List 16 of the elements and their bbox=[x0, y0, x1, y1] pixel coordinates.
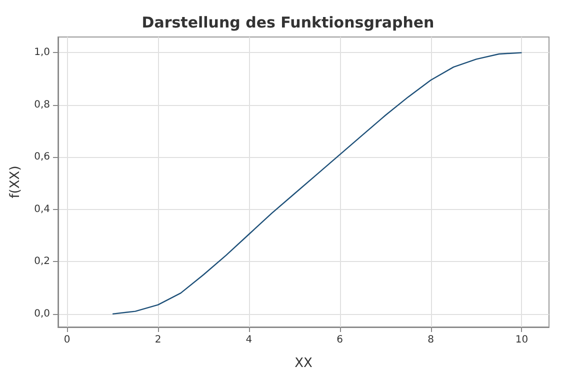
x-tick-label: 6 bbox=[336, 334, 344, 346]
y-tick-label: 0,6 bbox=[34, 152, 50, 163]
y-tick-label: 1,0 bbox=[34, 47, 50, 58]
x-tick-label: 0 bbox=[64, 334, 70, 346]
x-tick-label: 8 bbox=[428, 334, 434, 346]
y-tick-label: 0,8 bbox=[34, 99, 50, 110]
x-tick-label: 4 bbox=[246, 334, 252, 346]
y-axis-title: f(XX) bbox=[8, 166, 23, 198]
y-tick-label: 0,2 bbox=[34, 256, 50, 268]
x-axis-title: XX bbox=[294, 356, 312, 371]
y-tick-label: 0,0 bbox=[34, 308, 50, 320]
x-tick-label: 2 bbox=[154, 334, 162, 346]
line-series bbox=[112, 52, 522, 315]
y-tick-label: 0,4 bbox=[34, 204, 50, 215]
x-tick-label: 10 bbox=[515, 334, 528, 346]
chart-title: Darstellung des Funktionsgraphen bbox=[142, 14, 434, 32]
